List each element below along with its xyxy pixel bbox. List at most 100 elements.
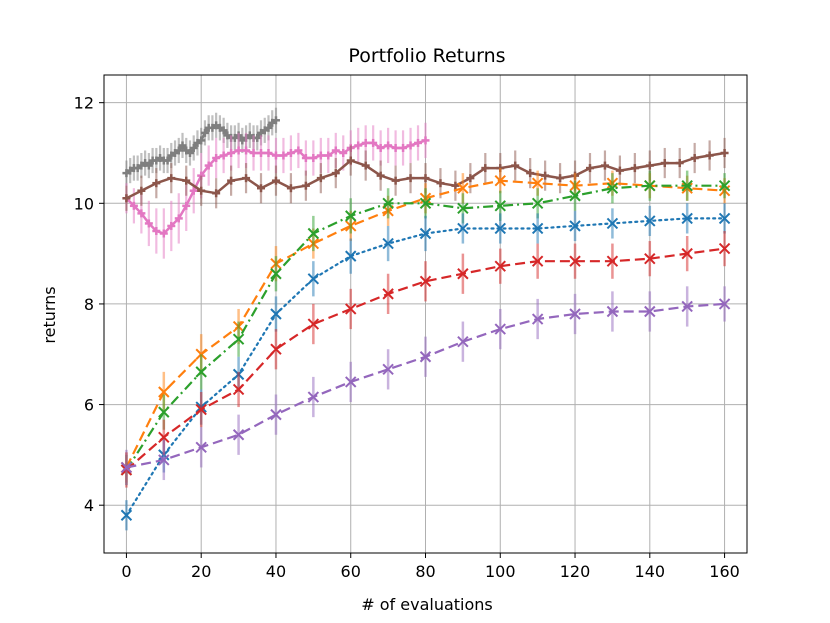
data-point [195,441,207,454]
data-point [122,194,131,203]
data-point [585,164,594,173]
data-point-stroke [307,391,320,403]
data-point-stroke [158,431,170,443]
data-point [361,138,370,147]
data-point-stroke [531,177,544,189]
data-point-stroke [718,212,731,225]
series-7 [120,286,731,486]
data-point-stroke [531,255,544,267]
series-0 [122,107,280,186]
data-point [600,161,609,170]
data-point [182,176,191,185]
data-point [227,176,236,185]
y-tick-label: 12 [74,94,94,113]
data-point [606,217,619,230]
data-point [382,237,394,250]
data-point [569,190,581,202]
data-point [391,176,400,185]
data-point [569,308,581,320]
data-point [159,229,168,238]
data-point [197,186,206,195]
data-point [606,305,619,318]
data-point [167,221,176,230]
data-point-stroke [419,197,432,210]
data-point [481,164,490,173]
x-tick-label: 80 [415,562,435,581]
data-point [414,138,423,147]
data-point [494,200,506,212]
data-point-stroke [494,260,506,272]
data-point [606,182,619,194]
data-point [720,148,729,157]
x-tick-label: 40 [266,562,286,581]
data-point [391,143,400,152]
data-point-stroke [606,255,619,267]
data-point [257,148,266,157]
data-point-stroke [158,386,170,398]
ticks: 0 20 40 60 80 100 120 140 160 4 6 8 10 12 [74,94,740,581]
data-point [681,300,693,313]
data-point [675,159,684,168]
data-point [556,174,565,183]
data-point-stroke [494,200,506,212]
data-point-stroke [681,212,693,225]
data-point [189,186,198,195]
data-point [331,169,340,178]
data-point [286,148,295,157]
data-point [158,431,170,443]
data-point [129,201,138,210]
data-point [167,174,176,183]
y-tick-label: 8 [84,295,94,314]
data-point [324,151,333,160]
data-point [541,171,550,180]
data-point [361,161,370,170]
data-point-stroke [345,210,357,222]
data-point [419,227,432,240]
data-point [152,226,161,235]
data-point [316,174,325,183]
data-point-stroke [531,222,544,235]
data-point [271,116,280,125]
data-point [436,179,445,188]
data-point [197,136,206,145]
data-point [705,151,714,160]
data-point-stroke [270,308,282,320]
data-point [457,182,469,194]
data-point [457,222,469,235]
data-point [660,159,669,168]
data-point [185,148,194,157]
data-point-stroke [681,247,693,260]
data-point-stroke [457,335,469,348]
x-tick-label: 20 [191,562,211,581]
data-point [526,169,535,178]
data-point-stroke [644,215,656,227]
data-point [219,126,228,135]
data-point [382,363,394,376]
x-tick-label: 60 [341,562,361,581]
data-point-stroke [195,403,207,416]
data-point-stroke [307,273,320,285]
data-point [279,151,288,160]
data-point [644,179,656,192]
data-point [158,454,170,466]
data-point [270,343,282,355]
data-point [307,318,320,330]
data-point [182,201,191,210]
x-tick-label: 100 [485,562,516,581]
data-point [195,403,207,416]
data-point [644,215,656,227]
data-point [531,222,544,235]
data-point [301,154,310,163]
series-line [125,247,725,471]
data-point-stroke [457,268,469,280]
y-tick-label: 10 [74,194,94,213]
data-point-stroke [158,406,170,418]
data-point [307,227,320,240]
data-point [178,141,187,150]
data-point [294,146,303,155]
data-point [219,151,228,160]
data-point [511,161,520,170]
data-point-stroke [419,275,432,288]
data-point-stroke [382,288,394,300]
data-point-stroke [419,227,432,240]
